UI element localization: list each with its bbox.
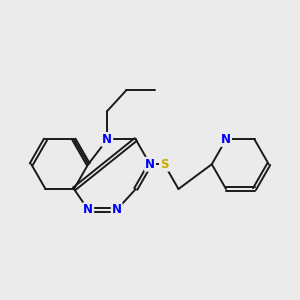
- Text: N: N: [221, 133, 231, 146]
- Text: N: N: [112, 203, 122, 216]
- Text: N: N: [102, 133, 112, 146]
- Text: N: N: [83, 203, 93, 216]
- Text: S: S: [160, 158, 169, 171]
- Text: N: N: [145, 158, 155, 171]
